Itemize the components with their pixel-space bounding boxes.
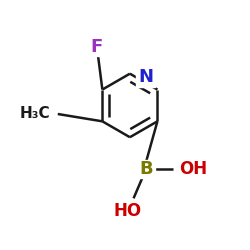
Text: H₃C: H₃C (20, 106, 50, 122)
Text: OH: OH (179, 160, 207, 178)
Bar (136, 68, 155, 86)
Text: HO: HO (114, 202, 141, 220)
Bar (88, 38, 106, 56)
Text: F: F (91, 38, 103, 56)
Text: N: N (138, 68, 153, 86)
Bar (136, 160, 155, 178)
Text: B: B (139, 160, 152, 178)
